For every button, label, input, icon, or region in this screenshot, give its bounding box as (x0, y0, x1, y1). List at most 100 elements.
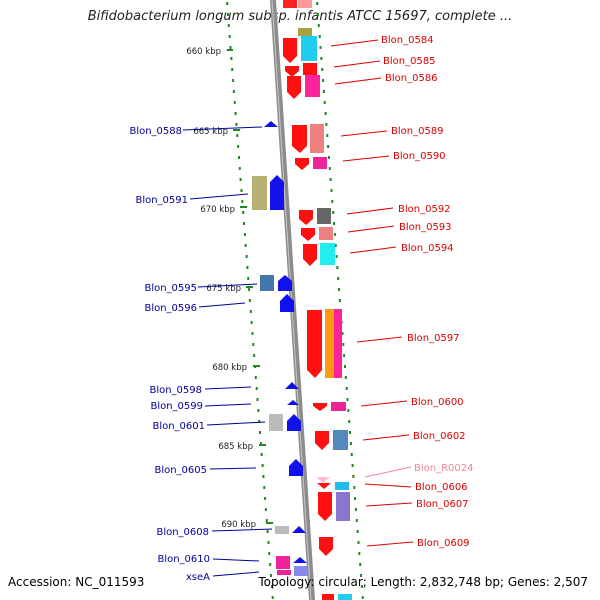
rail-dot (263, 486, 266, 489)
gene-label[interactable]: Blon_0610 (157, 554, 210, 565)
gene-label[interactable]: Blon_0607 (416, 499, 469, 510)
gene-label[interactable]: xseA (186, 572, 210, 583)
gene-arrow[interactable] (270, 175, 284, 210)
gene-label[interactable]: Blon_0601 (152, 421, 205, 432)
gene-block[interactable] (277, 570, 291, 575)
gene-block[interactable] (334, 309, 342, 378)
rail-dot (328, 156, 330, 159)
gene-label[interactable]: Blon_0608 (156, 527, 209, 538)
gene-label[interactable]: Blon_0586 (385, 73, 438, 84)
gene-arrow[interactable] (293, 557, 307, 563)
gene-arrow[interactable] (317, 483, 331, 489)
rail-dot (357, 541, 360, 544)
gene-label[interactable]: Blon_0590 (393, 151, 446, 162)
rail-dot (236, 134, 239, 137)
rail-dot (255, 387, 258, 390)
gene-block[interactable] (335, 482, 349, 490)
rna-arrow[interactable] (316, 477, 330, 483)
gene-label[interactable]: Blon_0595 (144, 283, 197, 294)
gene-arrow[interactable] (264, 121, 278, 127)
gene-label[interactable]: Blon_0596 (144, 303, 197, 314)
gene-label[interactable]: Blon_0584 (381, 35, 434, 46)
gene-arrow[interactable] (292, 125, 307, 153)
gene-label[interactable]: Blon_0600 (411, 397, 464, 408)
gene-block[interactable] (317, 208, 331, 224)
gene-block[interactable] (322, 594, 334, 600)
gene-block[interactable] (325, 309, 334, 378)
rail-dot (267, 541, 270, 544)
gene-block[interactable] (303, 63, 317, 75)
gene-arrow[interactable] (313, 403, 327, 411)
gene-block[interactable] (305, 75, 320, 97)
rail-dot (356, 530, 359, 533)
rail-dot (242, 211, 245, 214)
leader-line (206, 421, 266, 426)
rail-dot (342, 343, 345, 346)
gene-label[interactable]: Blon_0598 (149, 385, 202, 396)
gene-arrow[interactable] (280, 294, 294, 312)
gene-block[interactable] (252, 176, 267, 210)
gene-label[interactable]: Blon_0599 (150, 401, 203, 412)
gene-arrow[interactable] (283, 38, 297, 63)
gene-block[interactable] (269, 414, 283, 431)
rail-dot (351, 464, 354, 467)
rail-dot (244, 244, 247, 247)
gene-arrow[interactable] (285, 66, 299, 77)
gene-label[interactable]: Blon_0605 (154, 465, 207, 476)
gene-arrow[interactable] (318, 492, 332, 521)
gene-block[interactable] (338, 594, 352, 600)
rail-dot (246, 266, 249, 269)
rail-dot (322, 90, 325, 93)
gene-block[interactable] (298, 28, 312, 36)
gene-arrow[interactable] (299, 210, 313, 225)
leader-line (347, 225, 395, 233)
gene-arrow[interactable] (278, 275, 292, 291)
gene-block[interactable] (333, 430, 348, 450)
gene-label[interactable]: Blon_R0024 (414, 463, 474, 474)
gene-block[interactable] (301, 36, 317, 61)
gene-block[interactable] (313, 157, 327, 169)
gene-label[interactable]: Blon_0609 (417, 538, 470, 549)
gene-arrow[interactable] (287, 76, 301, 99)
rail-dot (323, 101, 326, 104)
gene-label[interactable]: Blon_0593 (399, 222, 452, 233)
gene-label[interactable]: Blon_0594 (401, 243, 454, 254)
rail-dot (328, 167, 331, 170)
rail-dot (325, 123, 328, 126)
gene-block[interactable] (283, 0, 297, 8)
gene-block[interactable] (298, 0, 312, 8)
gene-label[interactable]: Blon_0585 (383, 56, 436, 67)
gene-label[interactable]: Blon_0597 (407, 333, 460, 344)
rail-dot (266, 530, 269, 533)
gene-arrow[interactable] (303, 244, 317, 266)
gene-label[interactable]: Blon_0606 (415, 482, 468, 493)
gene-arrow[interactable] (295, 158, 309, 170)
gene-block[interactable] (294, 566, 308, 576)
gene-label[interactable]: Blon_0602 (413, 431, 466, 442)
gene-block[interactable] (319, 227, 333, 240)
gene-block[interactable] (336, 492, 350, 521)
gene-block[interactable] (275, 526, 289, 534)
gene-block[interactable] (276, 556, 290, 569)
gene-arrow[interactable] (287, 414, 301, 431)
gene-arrow[interactable] (319, 537, 333, 556)
gene-arrow[interactable] (315, 431, 329, 450)
gene-block[interactable] (260, 275, 274, 291)
gene-label[interactable]: Blon_0591 (135, 195, 188, 206)
scale-tick-label: 680 kbp (212, 363, 247, 373)
gene-label[interactable]: Blon_0588 (129, 126, 182, 137)
gene-label[interactable]: Blon_0592 (398, 204, 451, 215)
gene-arrow[interactable] (289, 459, 303, 476)
gene-block[interactable] (310, 124, 324, 153)
rail-dot (333, 222, 335, 225)
gene-block[interactable] (331, 402, 346, 411)
rail-dot (269, 563, 272, 566)
gene-label[interactable]: Blon_0589 (391, 126, 444, 137)
gene-arrow[interactable] (292, 526, 306, 533)
gene-arrow[interactable] (301, 228, 315, 241)
gene-arrow[interactable] (307, 310, 322, 378)
gene-arrow[interactable] (285, 382, 299, 389)
gene-arrow[interactable] (287, 400, 299, 405)
gene-block[interactable] (320, 243, 335, 265)
